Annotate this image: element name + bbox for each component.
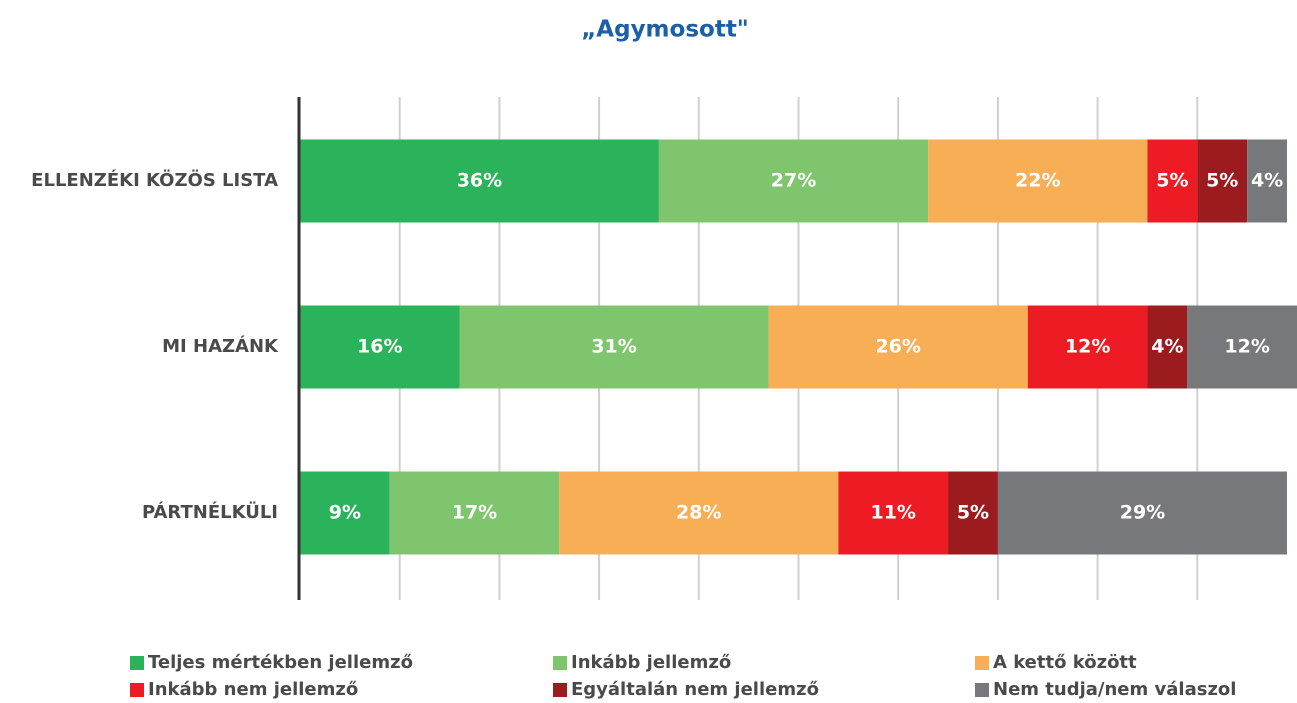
data-label: 11% [870, 502, 915, 524]
legend-swatch [975, 656, 989, 670]
data-label: 22% [1015, 170, 1060, 192]
data-label: 16% [357, 336, 402, 358]
data-label: 27% [771, 170, 816, 192]
bar-segment [389, 471, 560, 555]
legend-swatch [130, 683, 144, 697]
bar-segment [300, 471, 390, 555]
bar-segment [838, 471, 949, 555]
data-label: 31% [591, 336, 636, 358]
bar-segment [1027, 305, 1148, 389]
bar-segment [1247, 139, 1288, 223]
bar-segment [459, 305, 769, 389]
data-label: 5% [1206, 170, 1238, 192]
data-label: 4% [1251, 170, 1283, 192]
data-label: 17% [452, 502, 497, 524]
data-label: 9% [329, 502, 361, 524]
category-label: PÁRTNÉLKÜLI [142, 501, 278, 523]
bar-segment [997, 471, 1288, 555]
data-label: 4% [1151, 336, 1183, 358]
bar-segment [1197, 139, 1248, 223]
bar-segment [948, 471, 998, 555]
legend-label: Egyáltalán nem jellemző [571, 679, 819, 700]
bar-segment [1147, 139, 1198, 223]
bar-segment [300, 139, 659, 223]
data-label: 12% [1065, 336, 1110, 358]
data-label: 36% [457, 170, 502, 192]
bar-segment [768, 305, 1028, 389]
legend-swatch [975, 683, 989, 697]
data-label: 28% [676, 502, 721, 524]
legend-label: Inkább jellemző [571, 652, 731, 673]
data-label: 5% [957, 502, 989, 524]
legend-label: Nem tudja/nem válaszol [993, 679, 1236, 700]
data-label: 12% [1224, 336, 1269, 358]
legend-label: A kettő között [993, 652, 1137, 673]
bar-segment [928, 139, 1148, 223]
legend-label: Teljes mértékben jellemző [148, 652, 413, 673]
legend-swatch [553, 656, 567, 670]
legend-swatch [553, 683, 567, 697]
bar-segment [658, 139, 929, 223]
legend-swatch [130, 656, 144, 670]
chart-title: „Agymosott" [581, 17, 749, 43]
bar-segment [1147, 305, 1188, 389]
bar-segment [300, 305, 460, 389]
category-label: MI HAZÁNK [162, 335, 279, 357]
category-label: ELLENZÉKI KÖZÖS LISTA [31, 169, 278, 191]
data-label: 5% [1156, 170, 1188, 192]
data-label: 26% [875, 336, 920, 358]
bar-segment [559, 471, 839, 555]
data-label: 29% [1120, 502, 1165, 524]
legend-label: Inkább nem jellemző [148, 679, 358, 700]
bar-segment [1187, 305, 1297, 389]
